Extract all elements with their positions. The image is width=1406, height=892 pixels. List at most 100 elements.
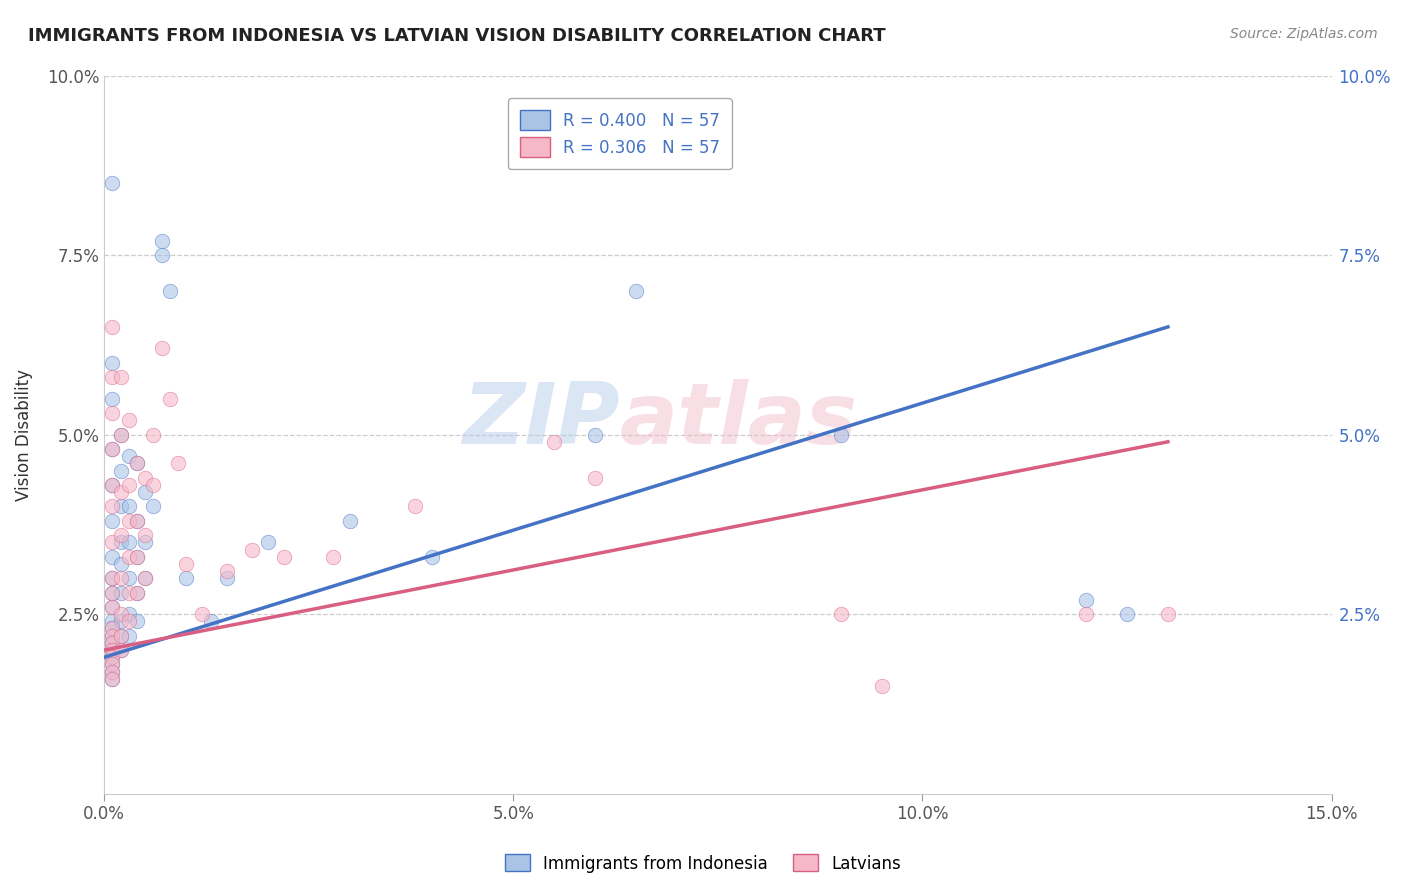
Point bbox=[101, 535, 124, 549]
Point bbox=[101, 629, 124, 643]
Point bbox=[101, 657, 124, 672]
Point bbox=[125, 549, 148, 564]
Point bbox=[583, 427, 606, 442]
Point bbox=[339, 514, 361, 528]
Point bbox=[134, 571, 156, 585]
Point bbox=[101, 406, 124, 420]
Text: ZIP: ZIP bbox=[463, 379, 620, 462]
Point bbox=[101, 650, 124, 665]
Point bbox=[1074, 607, 1097, 621]
Point bbox=[101, 176, 124, 190]
Point bbox=[101, 636, 124, 650]
Point bbox=[110, 500, 132, 514]
Point bbox=[101, 672, 124, 686]
Point bbox=[101, 643, 124, 657]
Point bbox=[101, 629, 124, 643]
Point bbox=[125, 585, 148, 599]
Point bbox=[118, 514, 141, 528]
Text: Source: ZipAtlas.com: Source: ZipAtlas.com bbox=[1230, 27, 1378, 41]
Point bbox=[110, 485, 132, 500]
Point bbox=[101, 672, 124, 686]
Point bbox=[110, 607, 132, 621]
Point bbox=[101, 571, 124, 585]
Legend: R = 0.400   N = 57, R = 0.306   N = 57: R = 0.400 N = 57, R = 0.306 N = 57 bbox=[508, 98, 731, 169]
Point bbox=[118, 549, 141, 564]
Point bbox=[101, 650, 124, 665]
Point bbox=[159, 392, 181, 406]
Point bbox=[101, 478, 124, 492]
Point bbox=[101, 478, 124, 492]
Point bbox=[118, 500, 141, 514]
Point bbox=[159, 284, 181, 298]
Point bbox=[101, 585, 124, 599]
Point bbox=[101, 657, 124, 672]
Point bbox=[101, 599, 124, 614]
Point bbox=[110, 427, 132, 442]
Point bbox=[191, 607, 214, 621]
Point bbox=[583, 471, 606, 485]
Point bbox=[134, 571, 156, 585]
Point bbox=[543, 434, 565, 449]
Point bbox=[101, 500, 124, 514]
Point bbox=[142, 500, 165, 514]
Legend: Immigrants from Indonesia, Latvians: Immigrants from Indonesia, Latvians bbox=[498, 847, 908, 880]
Point bbox=[110, 585, 132, 599]
Point bbox=[830, 427, 852, 442]
Point bbox=[404, 500, 426, 514]
Point bbox=[101, 370, 124, 384]
Point bbox=[150, 234, 173, 248]
Point bbox=[150, 342, 173, 356]
Point bbox=[101, 615, 124, 629]
Point bbox=[125, 456, 148, 470]
Point bbox=[118, 629, 141, 643]
Point bbox=[110, 535, 132, 549]
Point bbox=[101, 571, 124, 585]
Point bbox=[101, 442, 124, 456]
Point bbox=[101, 585, 124, 599]
Point bbox=[118, 585, 141, 599]
Point bbox=[101, 392, 124, 406]
Point bbox=[322, 549, 344, 564]
Point bbox=[110, 629, 132, 643]
Point bbox=[1116, 607, 1139, 621]
Point bbox=[101, 319, 124, 334]
Point bbox=[110, 427, 132, 442]
Point bbox=[101, 622, 124, 636]
Text: IMMIGRANTS FROM INDONESIA VS LATVIAN VISION DISABILITY CORRELATION CHART: IMMIGRANTS FROM INDONESIA VS LATVIAN VIS… bbox=[28, 27, 886, 45]
Point bbox=[215, 571, 238, 585]
Point bbox=[118, 607, 141, 621]
Point bbox=[870, 679, 893, 693]
Point bbox=[101, 599, 124, 614]
Y-axis label: Vision Disability: Vision Disability bbox=[15, 368, 32, 500]
Point bbox=[101, 622, 124, 636]
Point bbox=[125, 514, 148, 528]
Point bbox=[174, 557, 197, 571]
Point bbox=[125, 456, 148, 470]
Point bbox=[257, 535, 280, 549]
Point bbox=[134, 528, 156, 542]
Point bbox=[101, 636, 124, 650]
Point bbox=[1157, 607, 1180, 621]
Point bbox=[125, 585, 148, 599]
Point bbox=[200, 615, 222, 629]
Point bbox=[134, 485, 156, 500]
Point bbox=[830, 607, 852, 621]
Point bbox=[118, 615, 141, 629]
Point bbox=[215, 564, 238, 578]
Point bbox=[101, 643, 124, 657]
Point bbox=[142, 478, 165, 492]
Point bbox=[125, 514, 148, 528]
Point bbox=[118, 478, 141, 492]
Point bbox=[101, 356, 124, 370]
Point bbox=[1074, 592, 1097, 607]
Point bbox=[110, 571, 132, 585]
Point bbox=[101, 665, 124, 679]
Point bbox=[273, 549, 295, 564]
Point bbox=[110, 629, 132, 643]
Point bbox=[110, 463, 132, 477]
Point bbox=[125, 615, 148, 629]
Point bbox=[101, 514, 124, 528]
Point bbox=[240, 542, 263, 557]
Point bbox=[110, 615, 132, 629]
Point bbox=[110, 557, 132, 571]
